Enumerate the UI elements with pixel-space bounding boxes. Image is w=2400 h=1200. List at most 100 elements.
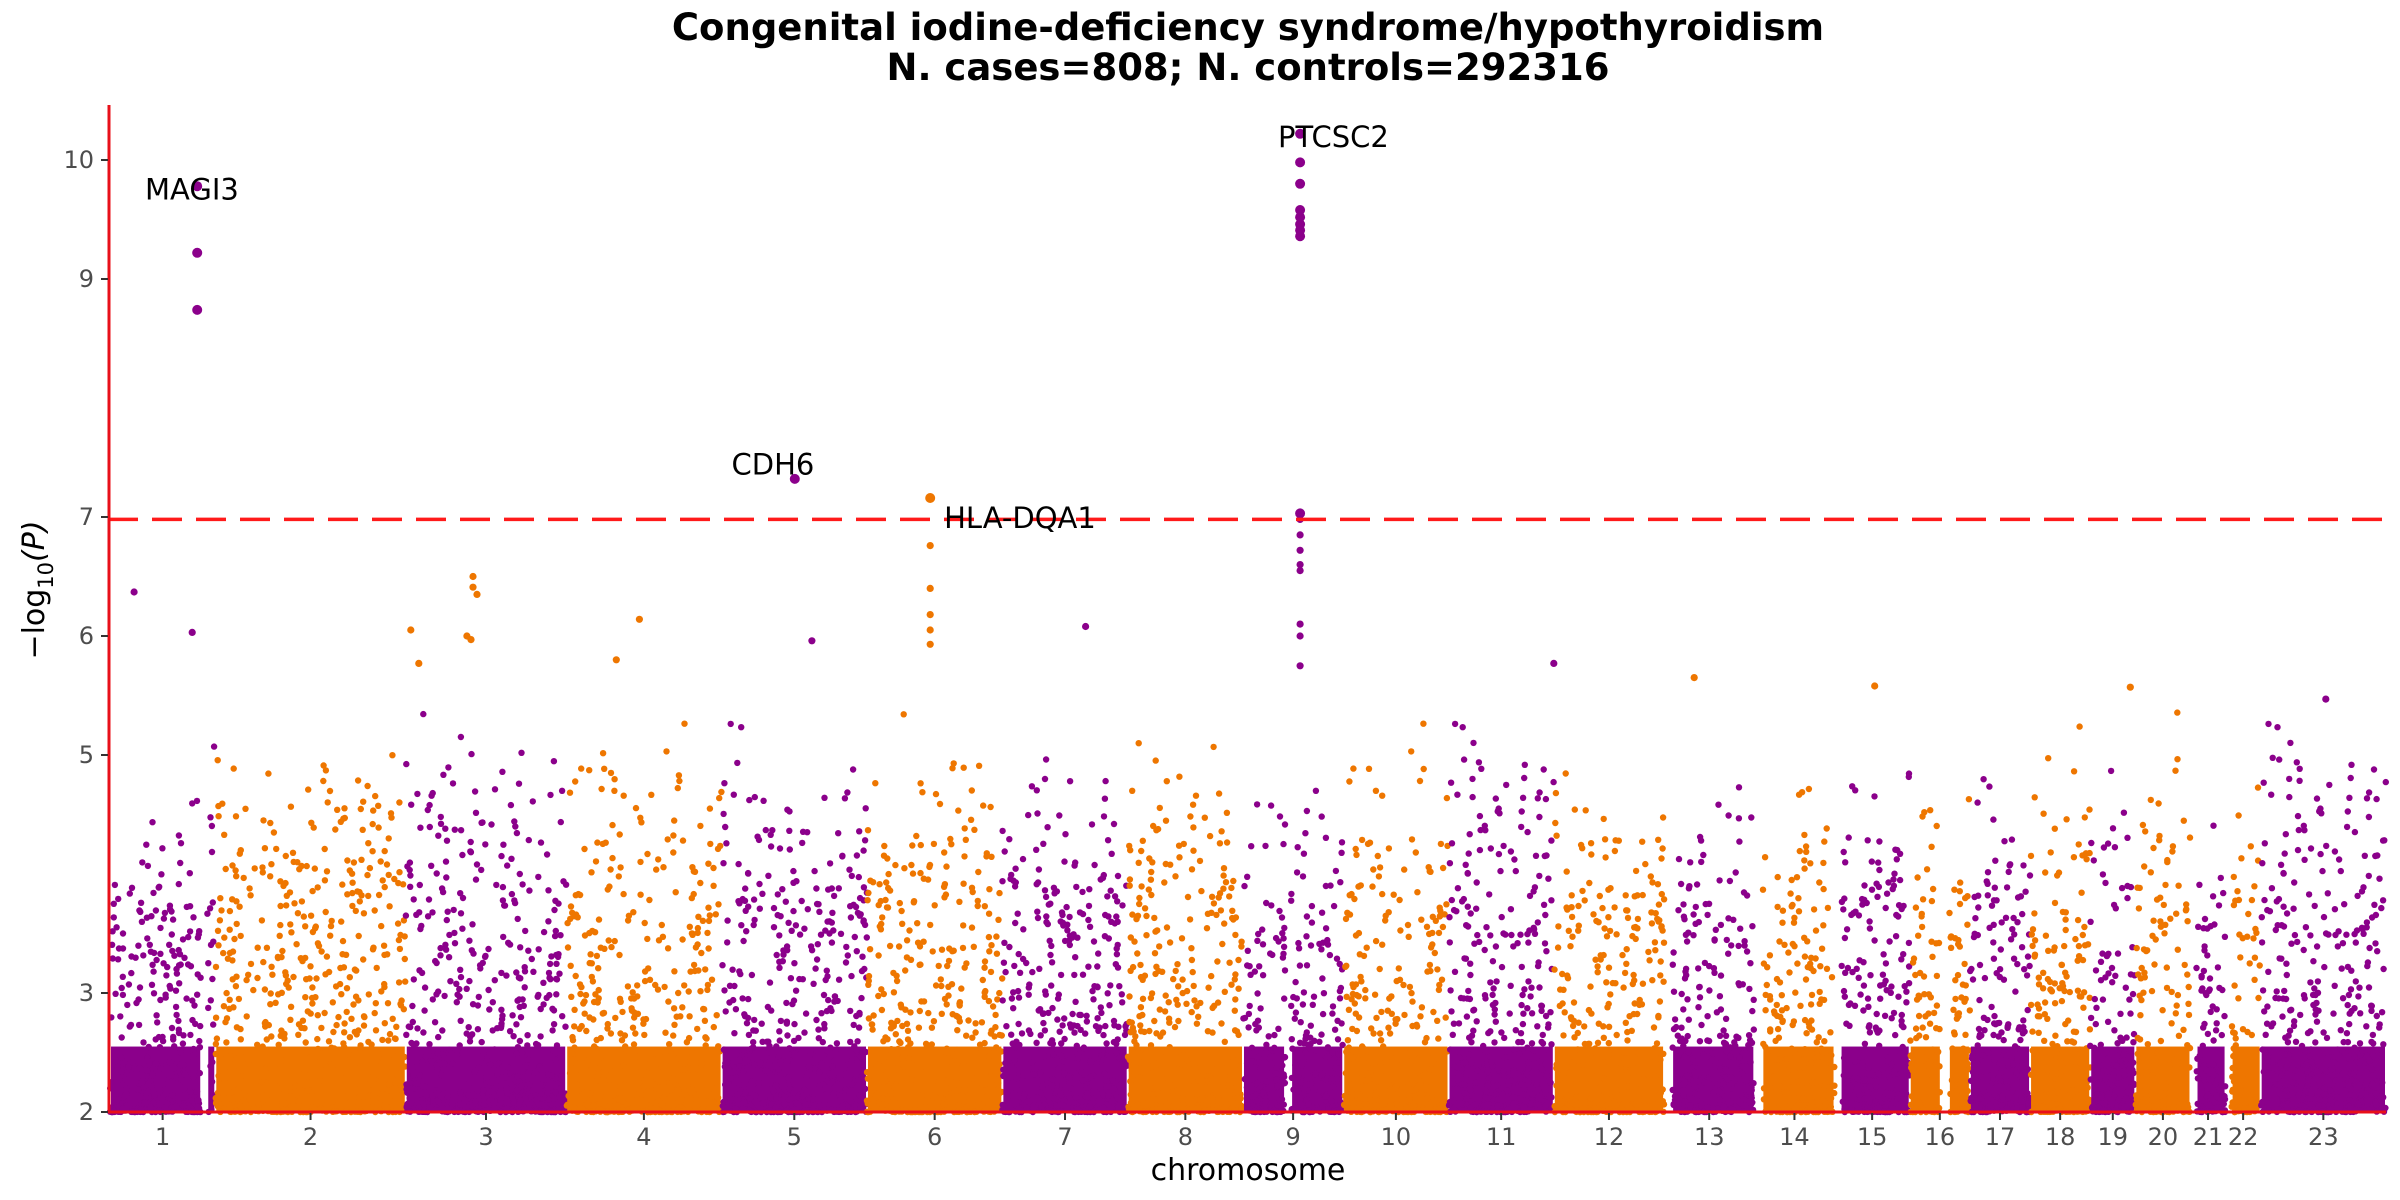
data-point (935, 1103, 942, 1110)
data-point (457, 966, 464, 973)
data-point (1660, 978, 1667, 985)
data-point (1405, 933, 1412, 940)
data-point (433, 870, 440, 877)
data-point (1318, 813, 1325, 820)
data-point (433, 991, 440, 998)
data-point (1611, 1050, 1618, 1058)
data-point (620, 792, 627, 799)
data-point (350, 859, 358, 866)
data-point (578, 1022, 585, 1030)
data-point (1175, 842, 1183, 849)
data-point (545, 918, 552, 925)
data-point (814, 941, 821, 948)
data-point (162, 994, 169, 1001)
data-point (1157, 1102, 1164, 1110)
data-point (700, 1097, 707, 1104)
data-point (348, 1015, 355, 1022)
data-point (1329, 1010, 1336, 1017)
data-point (738, 922, 745, 929)
data-point (671, 968, 678, 975)
data-point (242, 1072, 249, 1080)
data-point (1369, 1066, 1376, 1073)
data-point (623, 1100, 630, 1107)
data-point (1362, 1100, 1369, 1108)
data-point (1135, 859, 1142, 866)
data-point (1255, 1053, 1262, 1061)
data-point (875, 952, 882, 959)
data-point (369, 1092, 376, 1099)
data-point (1421, 1039, 1429, 1046)
data-point (516, 1037, 524, 1045)
data-point (1372, 1073, 1379, 1080)
data-point (1200, 1102, 1207, 1110)
data-point (126, 1023, 133, 1030)
data-point (277, 921, 284, 929)
data-point (497, 1092, 505, 1099)
data-point (1072, 954, 1079, 961)
data-point (1245, 1010, 1253, 1018)
data-point (357, 805, 364, 813)
data-point (396, 869, 403, 876)
data-point (327, 922, 335, 930)
data-point (1527, 993, 1534, 1000)
data-point (1465, 850, 1472, 857)
data-point (1451, 968, 1459, 975)
data-point (466, 977, 473, 985)
data-point (1278, 1096, 1286, 1103)
data-point (468, 750, 475, 758)
data-point (571, 1056, 578, 1063)
data-point (1464, 869, 1471, 877)
data-point (675, 989, 682, 997)
data-point (1377, 1037, 1385, 1044)
data-point (962, 1086, 969, 1094)
data-point (702, 966, 709, 973)
data-point (235, 995, 243, 1003)
data-point (1071, 862, 1078, 869)
data-point (341, 805, 348, 812)
data-point (1126, 882, 1133, 889)
data-point (323, 868, 331, 875)
data-point (546, 991, 553, 999)
data-point (169, 947, 176, 955)
data-point (1405, 1081, 1412, 1088)
data-point (1447, 987, 1454, 994)
data-point (399, 881, 407, 888)
data-point (1049, 1004, 1056, 1012)
data-point (1565, 927, 1573, 934)
data-point (227, 1104, 234, 1112)
data-point (114, 956, 122, 963)
data-point (681, 720, 688, 727)
data-point (140, 1039, 147, 1046)
data-point (447, 978, 454, 985)
data-point (441, 1060, 448, 1068)
data-point (403, 760, 410, 768)
data-point (521, 968, 529, 975)
data-point (812, 965, 819, 972)
data-point (994, 996, 1001, 1003)
data-point (1386, 1030, 1394, 1037)
data-point (641, 919, 648, 927)
data-point (816, 1102, 823, 1110)
data-point (419, 1058, 426, 1065)
data-point (171, 1065, 178, 1072)
data-point (830, 1090, 838, 1097)
data-point (232, 983, 240, 990)
data-point (1208, 1075, 1215, 1082)
data-point (410, 896, 417, 903)
data-point (630, 1041, 638, 1048)
data-point (995, 916, 1002, 923)
data-point (506, 1028, 514, 1035)
data-point (1072, 1070, 1080, 1078)
data-point (1131, 1038, 1138, 1045)
data-point (328, 917, 335, 925)
data-point (1162, 817, 1170, 824)
data-point (408, 801, 415, 808)
data-point (1050, 1051, 1057, 1059)
data-point (1165, 999, 1172, 1006)
data-point (1538, 1007, 1545, 1015)
data-point (491, 1046, 498, 1053)
data-point (1191, 1079, 1198, 1086)
data-point (344, 857, 351, 864)
data-point (1189, 968, 1196, 976)
data-point (215, 942, 222, 949)
